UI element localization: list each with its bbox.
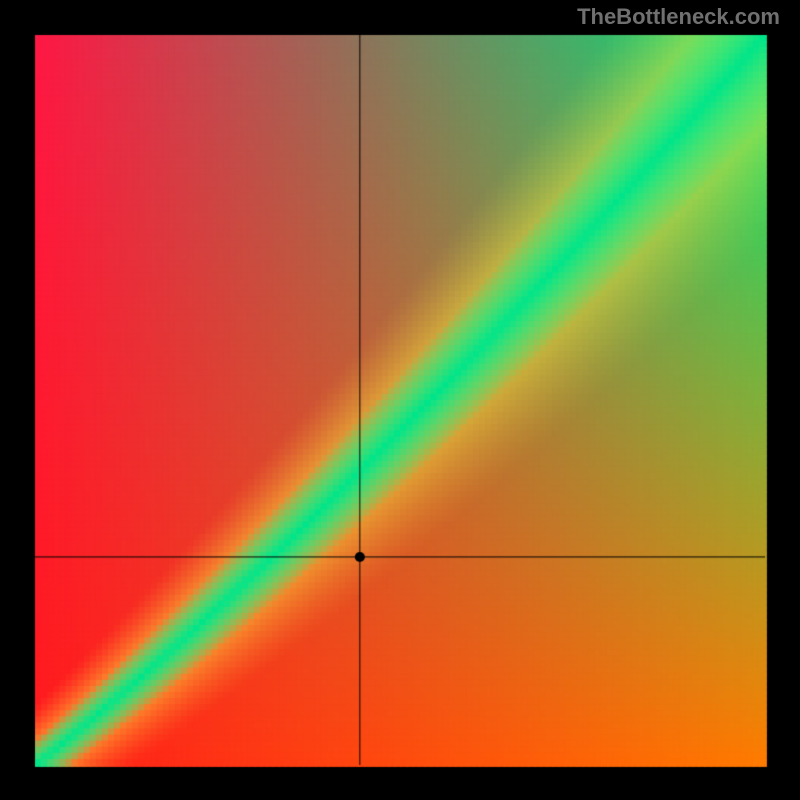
bottleneck-heatmap — [0, 0, 800, 800]
chart-container: TheBottleneck.com — [0, 0, 800, 800]
watermark-label: TheBottleneck.com — [577, 4, 780, 30]
